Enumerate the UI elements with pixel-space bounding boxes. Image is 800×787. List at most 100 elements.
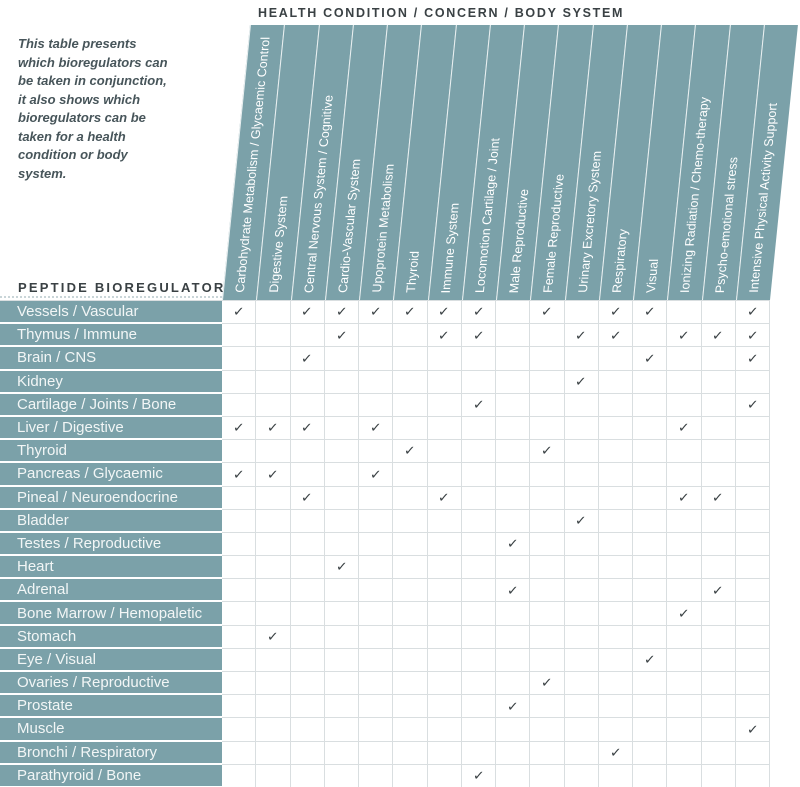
matrix-cell <box>222 672 257 696</box>
matrix-cell <box>359 440 394 464</box>
matrix-cell <box>222 532 257 557</box>
check-icon: ✓ <box>746 350 759 367</box>
check-icon: ✓ <box>506 698 519 714</box>
check-icon: ✓ <box>711 582 725 598</box>
matrix-cell: ✓ <box>290 416 325 441</box>
matrix-cell <box>530 370 565 394</box>
matrix-cell: ✓ <box>735 718 770 742</box>
matrix-cell: ✓ <box>324 556 359 580</box>
matrix-cell <box>701 301 736 325</box>
check-icon: ✓ <box>232 419 245 436</box>
matrix-cell <box>633 370 668 394</box>
matrix-cell <box>701 440 736 464</box>
matrix-cell <box>564 416 599 441</box>
matrix-cell <box>256 718 291 742</box>
matrix-cell <box>324 509 359 533</box>
matrix-cell <box>256 370 291 394</box>
matrix-cell <box>222 718 257 742</box>
matrix-cell <box>496 486 531 510</box>
matrix-cell: ✓ <box>427 301 462 325</box>
matrix-cell: ✓ <box>633 347 668 371</box>
matrix-cell <box>633 532 668 557</box>
matrix-cell <box>461 625 496 649</box>
matrix-cell <box>667 579 702 603</box>
matrix-cell: ✓ <box>222 463 257 487</box>
matrix-cell: ✓ <box>393 440 428 464</box>
matrix-cell <box>359 718 394 742</box>
matrix-cell <box>667 718 702 742</box>
matrix-cell <box>359 648 394 672</box>
matrix-cell <box>256 556 291 580</box>
check-icon: ✓ <box>746 721 759 738</box>
matrix-cell <box>667 672 702 696</box>
matrix-cell <box>222 556 257 580</box>
matrix-cell <box>359 347 394 371</box>
check-icon: ✓ <box>711 327 725 343</box>
check-icon: ✓ <box>437 489 451 506</box>
matrix-cell <box>393 509 428 533</box>
matrix-cell <box>222 602 257 626</box>
matrix-cell: ✓ <box>735 393 770 417</box>
matrix-cell <box>667 625 702 649</box>
matrix-cell <box>667 370 702 394</box>
matrix-cell <box>359 370 394 394</box>
check-icon: ✓ <box>472 396 485 413</box>
table-row-pineal-neuroendocrine: Pineal / Neuroendocrine ✓ ✓ ✓ ✓ <box>0 486 770 510</box>
check-icon: ✓ <box>472 303 485 320</box>
matrix-cell <box>222 579 257 603</box>
matrix-cell <box>701 625 736 649</box>
matrix-cell <box>290 695 325 719</box>
matrix-cell <box>701 648 736 672</box>
matrix-cell <box>735 532 770 557</box>
matrix-cell <box>256 324 291 348</box>
matrix-cell <box>633 556 668 580</box>
matrix-cell: ✓ <box>290 486 325 510</box>
matrix-cell <box>393 718 428 742</box>
matrix-cell <box>667 347 702 371</box>
dotted-separator <box>0 296 222 298</box>
matrix-cell <box>530 625 565 649</box>
matrix-cell <box>598 672 633 696</box>
table-row-thymus-immune: Thymus / Immune ✓ ✓ ✓ ✓ ✓ ✓ ✓ ✓ <box>0 324 770 348</box>
matrix-cell <box>290 625 325 649</box>
matrix-cell <box>393 463 428 487</box>
table-row-brain-cns: Brain / CNS ✓ ✓ ✓ <box>0 347 770 371</box>
matrix-cell <box>701 463 736 487</box>
matrix-cell <box>393 695 428 719</box>
column-axis-title: HEALTH CONDITION / CONCERN / BODY SYSTEM <box>258 6 625 20</box>
row-axis-title: PEPTIDE BIOREGULATOR <box>18 280 226 295</box>
check-icon: ✓ <box>609 327 622 343</box>
matrix-cell <box>530 741 565 765</box>
matrix-cell <box>496 324 531 348</box>
matrix-cell <box>393 416 428 441</box>
matrix-cell: ✓ <box>564 324 599 348</box>
matrix-body: Vessels / Vascular ✓ ✓ ✓ ✓ ✓ ✓ ✓ ✓ ✓ ✓ ✓ Thymus / Im… <box>0 300 770 787</box>
matrix-cell <box>393 370 428 394</box>
matrix-cell <box>290 741 325 765</box>
check-icon: ✓ <box>677 489 691 506</box>
matrix-cell <box>222 741 257 765</box>
matrix-cell <box>496 370 531 394</box>
matrix-cell <box>222 486 257 510</box>
matrix-cell <box>633 718 668 742</box>
matrix-cell <box>735 370 770 394</box>
matrix-cell <box>667 440 702 464</box>
check-icon: ✓ <box>266 419 280 436</box>
matrix-cell <box>222 370 257 394</box>
matrix-cell <box>564 347 599 371</box>
matrix-cell <box>633 486 668 510</box>
matrix-cell <box>393 764 428 787</box>
table-row-bronchi-respiratory: Bronchi / Respiratory ✓ <box>0 741 770 765</box>
matrix-cell <box>633 463 668 487</box>
matrix-cell <box>496 440 531 464</box>
check-icon: ✓ <box>540 674 554 691</box>
matrix-cell <box>222 695 257 719</box>
matrix-cell <box>667 648 702 672</box>
matrix-cell <box>393 741 428 765</box>
row-label: Muscle <box>0 718 222 742</box>
matrix-cell <box>359 695 394 719</box>
matrix-cell <box>256 741 291 765</box>
matrix-cell: ✓ <box>427 486 462 510</box>
table-row-pancreas-glycaemic: Pancreas / Glycaemic ✓ ✓ ✓ <box>0 463 770 487</box>
matrix-cell <box>633 324 668 348</box>
